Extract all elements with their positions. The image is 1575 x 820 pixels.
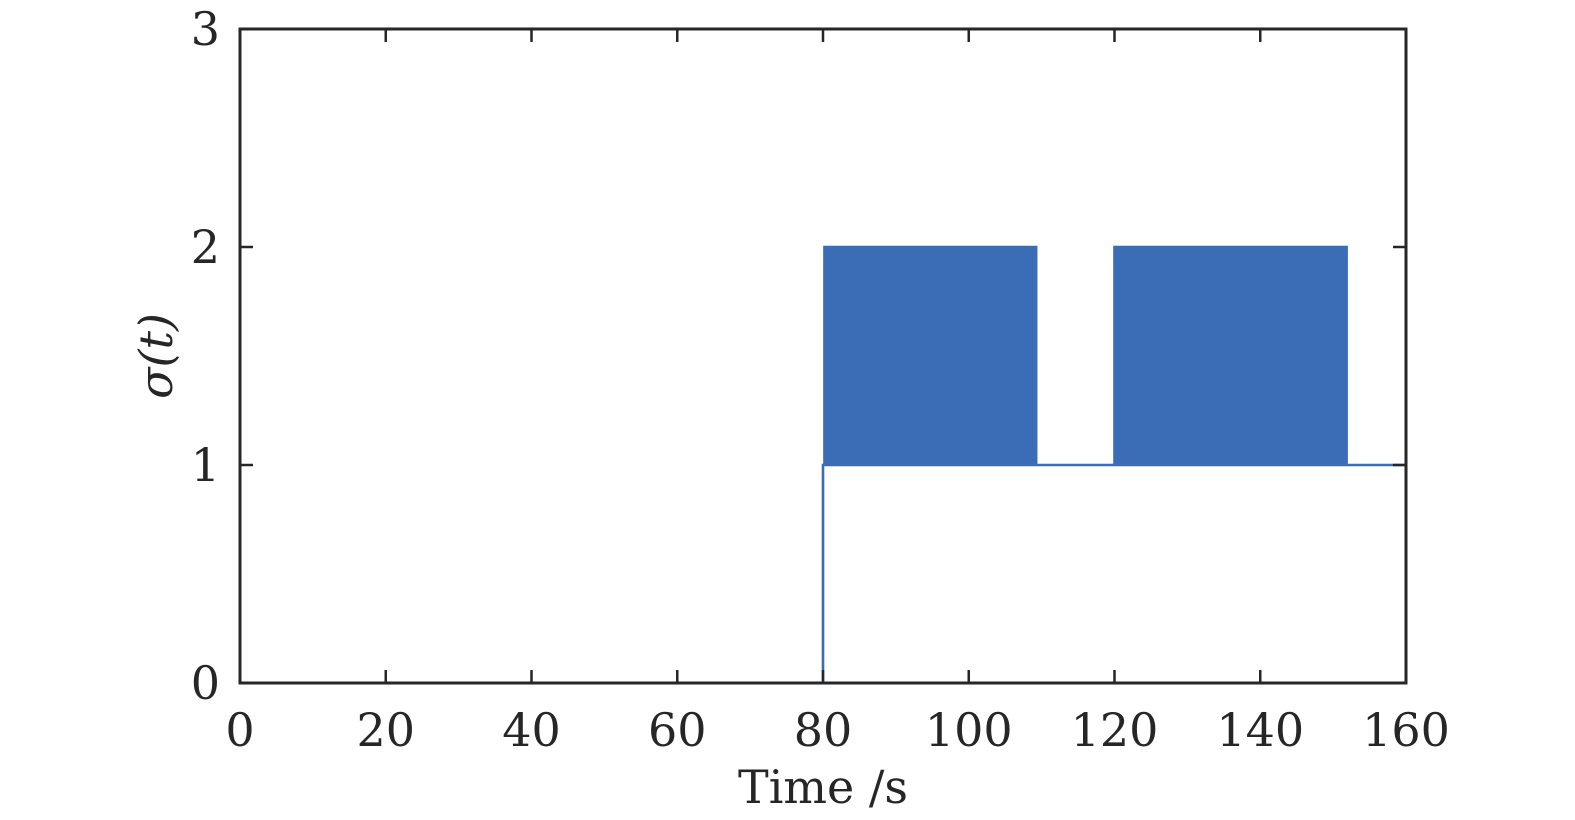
y-axis-ticks: 0 1 2 3 bbox=[191, 2, 1406, 710]
y-tick-label: 2 bbox=[191, 220, 220, 274]
y-tick-label: 0 bbox=[191, 656, 220, 710]
x-tick-label: 20 bbox=[356, 703, 415, 757]
y-tick-label: 3 bbox=[191, 2, 220, 56]
x-tick-label: 80 bbox=[794, 703, 853, 757]
x-tick-label: 0 bbox=[225, 703, 254, 757]
y-tick-label: 1 bbox=[191, 438, 220, 492]
x-tick-label: 140 bbox=[1216, 703, 1304, 757]
y-axis-title: σ(t) bbox=[129, 313, 183, 399]
series-line-0 bbox=[240, 245, 1406, 685]
x-tick-label: 120 bbox=[1071, 703, 1159, 757]
x-tick-label: 60 bbox=[648, 703, 707, 757]
x-axis-ticks: 0 20 40 60 80 100 120 140 160 bbox=[225, 29, 1450, 757]
x-tick-label: 40 bbox=[502, 703, 561, 757]
x-axis-title: Time /s bbox=[738, 760, 908, 814]
x-tick-label: 160 bbox=[1362, 703, 1450, 757]
x-tick-label: 100 bbox=[925, 703, 1013, 757]
plot-area bbox=[240, 245, 1406, 685]
